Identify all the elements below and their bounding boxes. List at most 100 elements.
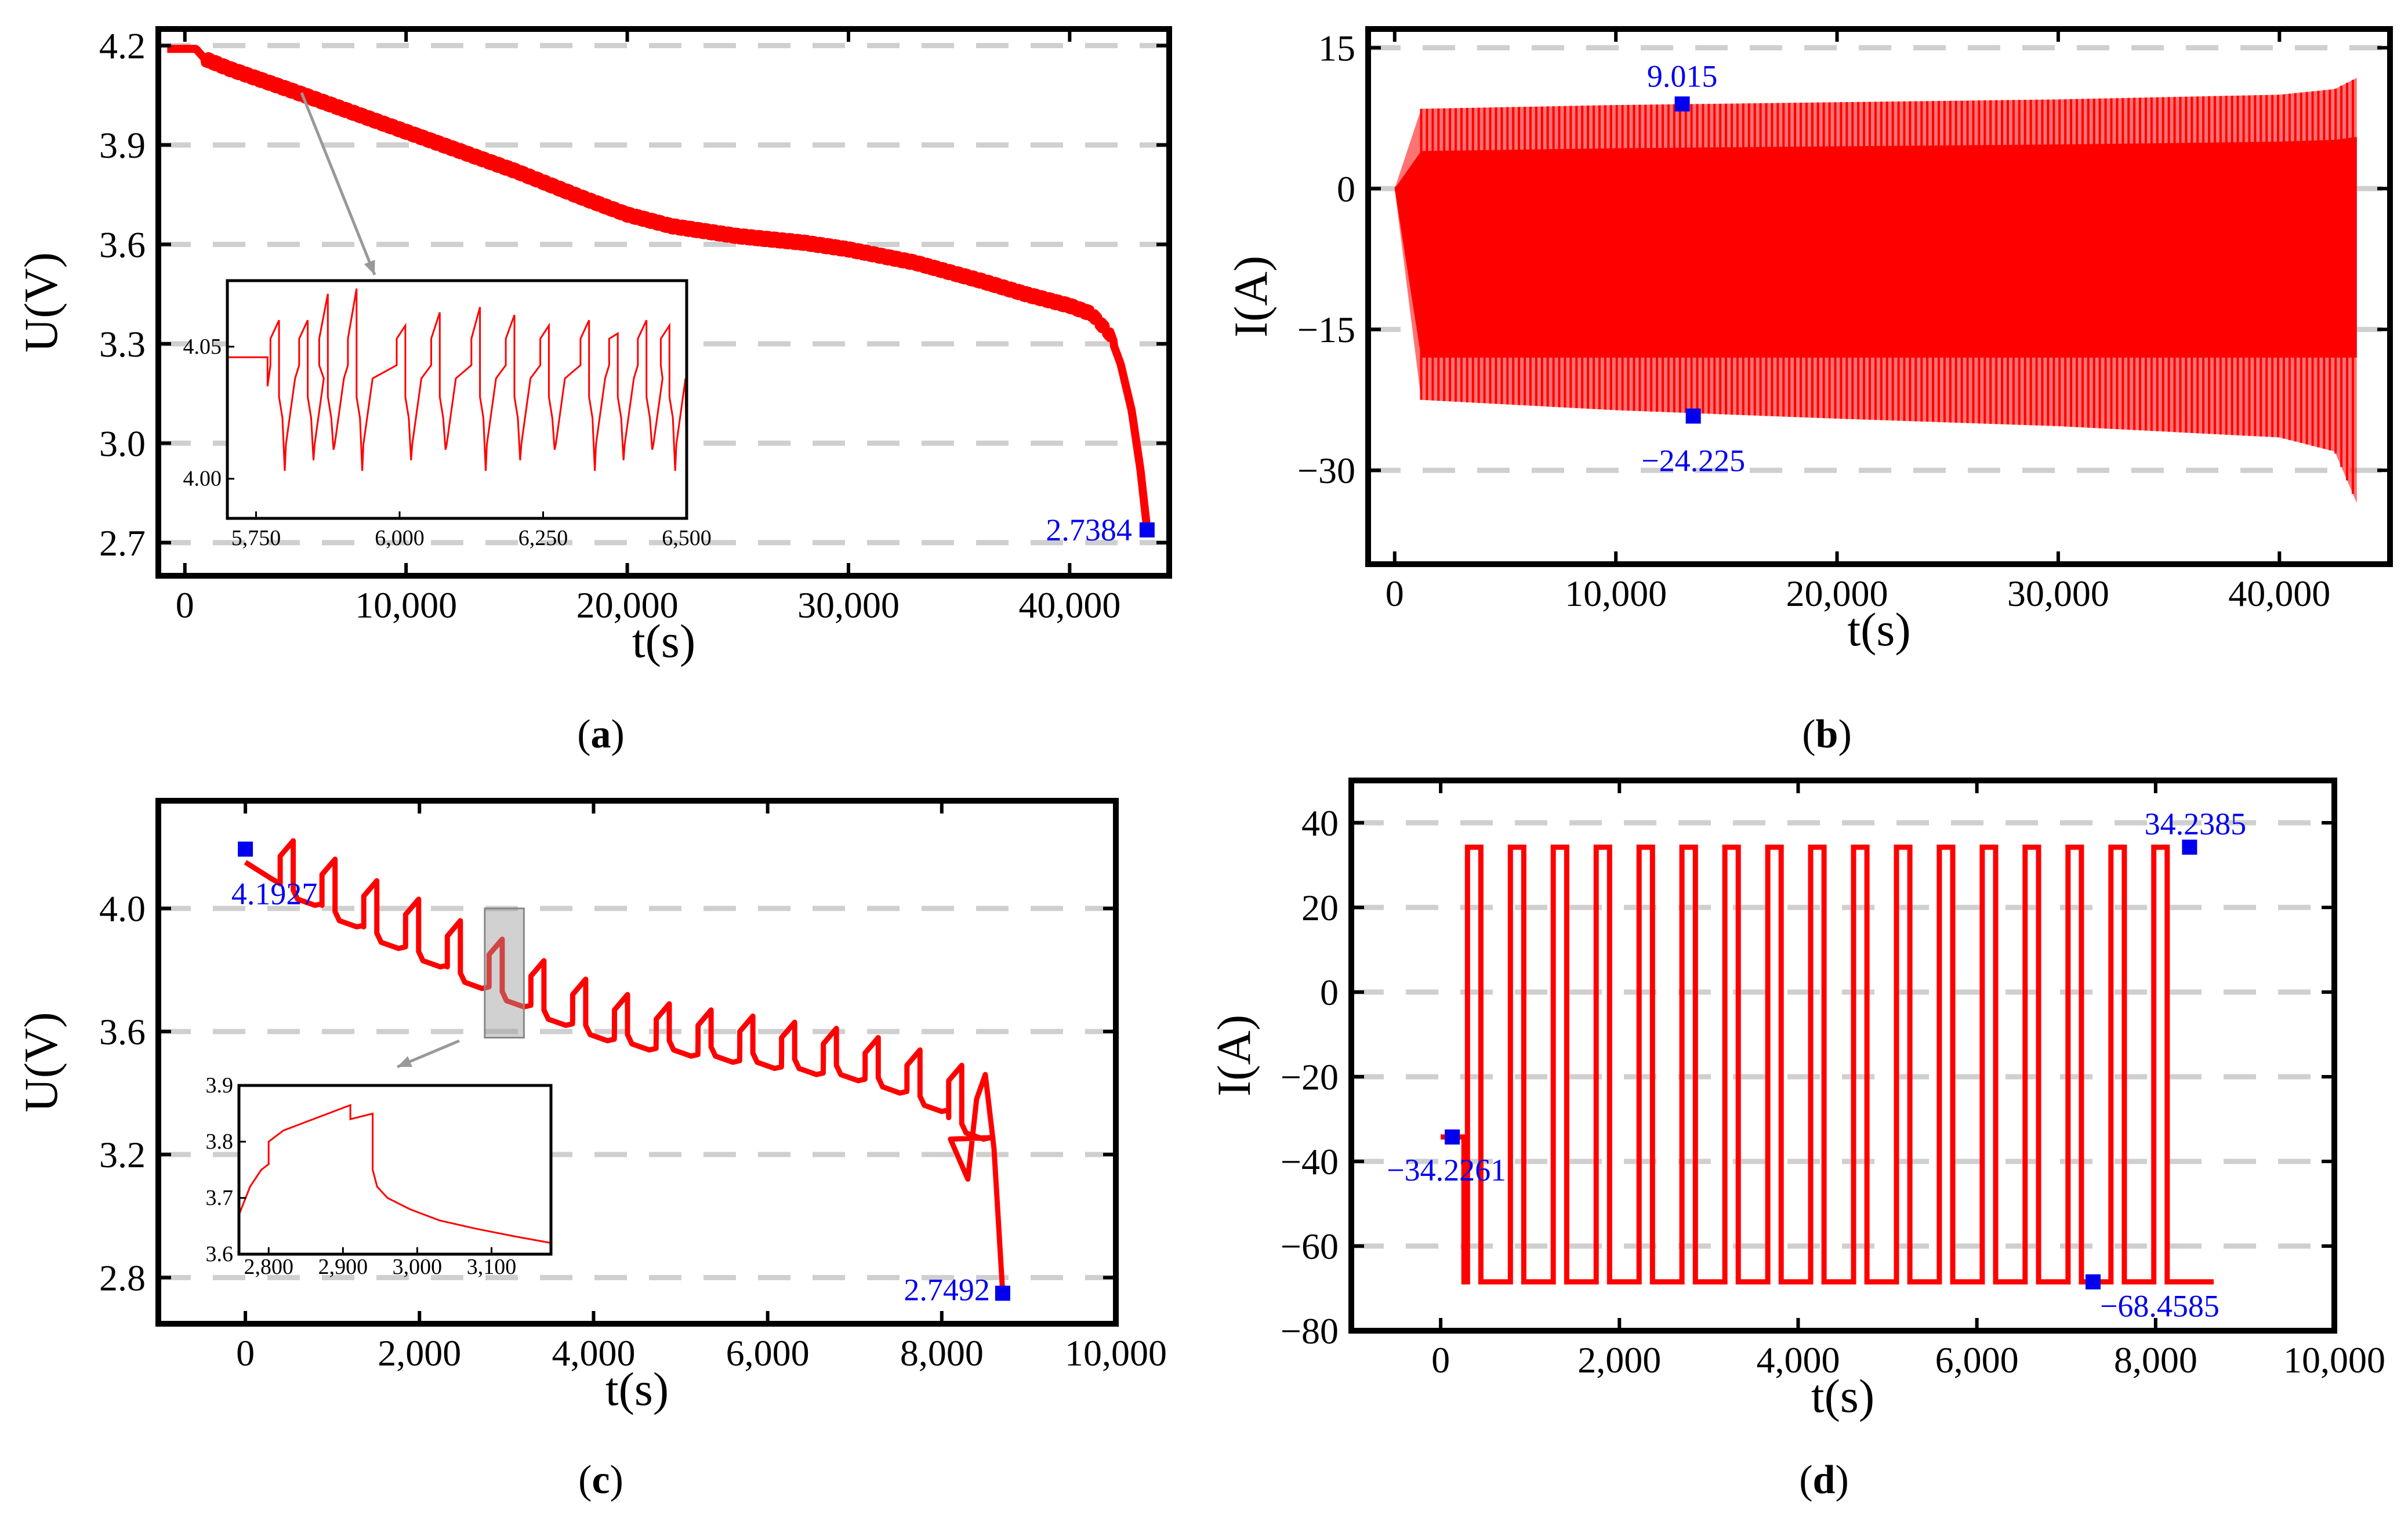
chart-panel-b: 0 10,000 20,000 30,000 40,000 −30 −15 0 15 t(s) I(…	[1224, 26, 2393, 757]
panel-label: (a)	[577, 712, 625, 757]
x-tick-label: 30,000	[2007, 573, 2109, 614]
annotation-marker	[238, 841, 253, 857]
plot-area	[1394, 78, 2357, 503]
annotation-label: −68.4585	[2100, 1289, 2220, 1324]
y-tick-label: 3.0	[99, 423, 146, 464]
y-tick-label: 0	[1320, 972, 1339, 1013]
inset-x-tick-label: 6,000	[375, 526, 425, 550]
inset-plot-area	[239, 1103, 551, 1244]
annotation-marker	[995, 1285, 1010, 1301]
plot-frame	[155, 26, 1172, 579]
inset-y-tick-label: 3.9	[206, 1073, 234, 1098]
y-tick-label: 3.3	[99, 324, 146, 365]
x-tick-label: 4,000	[552, 1332, 635, 1374]
chart-panel-d: 0 2,000 4,000 6,000 8,000 10,000 −80 −60 −40 −20 0…	[1207, 778, 2385, 1502]
inset-series	[239, 1103, 551, 1244]
y-tick-label: −20	[1281, 1056, 1339, 1098]
inset-y-tick-label: 4.00	[183, 467, 222, 491]
inset-pointer-arrowhead	[397, 1056, 412, 1067]
inset-frame	[226, 279, 688, 520]
y-tick-label: −30	[1297, 450, 1355, 491]
chart-panel-c: 0 2,000 4,000 6,000 8,000 10,000 2.8 3.2 3.6 4.0 t…	[14, 798, 1167, 1502]
inset-background	[227, 281, 687, 518]
annotation-label: 2.7492	[904, 1272, 990, 1307]
y-tick-label: −80	[1281, 1310, 1339, 1352]
inset-chart: 2,800 2,900 3,000 3,100 3.6 3.7 3.8 3.9	[206, 1073, 553, 1279]
annotation-marker	[2182, 840, 2197, 855]
chart-panel-a: 0 10,000 20,000 30,000 40,000 2.7 3.0 3.3 3.6 3.9…	[14, 26, 1172, 757]
y-tick-label: −60	[1281, 1226, 1339, 1267]
inset-y-tick-label: 3.8	[206, 1130, 234, 1154]
x-tick-label: 8,000	[2114, 1339, 2197, 1381]
inset-y-tick-label: 3.6	[206, 1242, 234, 1266]
x-axis-label: t(s)	[632, 615, 695, 667]
inset-pointer-arrowhead	[364, 260, 375, 275]
x-tick-label: 30,000	[797, 584, 900, 626]
inset-x-tick-label: 3,100	[467, 1255, 517, 1279]
panel-label: (d)	[1799, 1458, 1849, 1502]
inset-x-tick-label: 2,900	[318, 1255, 368, 1279]
x-tick-label: 2,000	[1577, 1339, 1661, 1381]
y-axis-label: U(V)	[14, 252, 67, 353]
x-tick-label: 6,000	[726, 1332, 810, 1374]
x-tick-label: 4,000	[1756, 1339, 1840, 1381]
y-tick-label: 3.6	[99, 224, 146, 265]
inset-pointer-arrow	[300, 92, 376, 275]
inset-x-tick-label: 5,750	[231, 526, 281, 550]
x-axis-label: t(s)	[1811, 1370, 1874, 1422]
plot-frame	[155, 798, 1119, 1327]
plot-frame	[1348, 778, 2337, 1334]
voltage-series	[164, 45, 1151, 526]
y-tick-label: 40	[1301, 802, 1339, 844]
inset-y-tick-label: 4.05	[183, 335, 222, 359]
annotation-marker	[1139, 522, 1155, 538]
inset-frame	[237, 1084, 553, 1256]
x-tick-label: 40,000	[1018, 584, 1120, 626]
annotation-marker	[1685, 408, 1701, 424]
x-tick-label: 0	[176, 584, 194, 626]
panel-label: (b)	[1802, 712, 1852, 757]
x-tick-label: 0	[236, 1332, 255, 1374]
y-tick-label: −40	[1281, 1141, 1339, 1182]
y-tick-label: 4.2	[99, 26, 146, 67]
x-axis-label: t(s)	[1847, 603, 1910, 656]
inset-plot-area	[227, 288, 687, 484]
x-tick-label: 20,000	[576, 584, 679, 626]
y-tick-label: 15	[1318, 27, 1355, 68]
inset-x-tick-label: 2,800	[244, 1255, 293, 1279]
inset-chart: 5,750 6,000 6,250 6,500 4.00 4.05	[183, 279, 712, 550]
y-tick-label: 4.0	[99, 888, 146, 929]
x-tick-label: 8,000	[900, 1332, 984, 1374]
x-tick-label: 20,000	[1786, 573, 1888, 614]
inset-series	[227, 288, 687, 484]
x-tick-label: 10,000	[355, 584, 457, 626]
inset-y-tick-label: 3.7	[206, 1186, 234, 1210]
y-tick-label: 2.7	[99, 522, 146, 564]
x-tick-label: 6,000	[1935, 1339, 2019, 1381]
x-axis-label: t(s)	[605, 1363, 669, 1415]
current-series	[1441, 844, 2214, 1285]
inset-x-tick-label: 3,000	[393, 1255, 443, 1279]
x-tick-label: 40,000	[2228, 573, 2330, 614]
annotation-label: 9.015	[1647, 59, 1718, 93]
y-axis-label: I(A)	[1224, 256, 1277, 337]
annotation-label: 4.1927	[231, 876, 318, 911]
annotation-marker	[2085, 1274, 2101, 1290]
panel-label: (c)	[578, 1458, 623, 1502]
annotation-label: −34.2261	[1387, 1153, 1506, 1187]
x-tick-label: 10,000	[1065, 1332, 1167, 1374]
voltage-series	[244, 838, 1006, 1294]
inset-background	[239, 1085, 551, 1254]
x-tick-label: 0	[1431, 1339, 1450, 1381]
plot-area	[164, 45, 1151, 526]
y-tick-label: 3.2	[99, 1134, 146, 1175]
y-axis-label: I(A)	[1207, 1015, 1260, 1096]
zoom-highlight-box	[484, 907, 525, 1039]
inset-x-tick-label: 6,250	[518, 526, 568, 550]
x-tick-label: 2,000	[378, 1332, 461, 1374]
inset-x-tick-label: 6,500	[662, 526, 712, 550]
y-axis-label: U(V)	[14, 1012, 67, 1112]
annotation-label: 2.7384	[1046, 513, 1132, 547]
plot-frame	[1365, 26, 2393, 567]
